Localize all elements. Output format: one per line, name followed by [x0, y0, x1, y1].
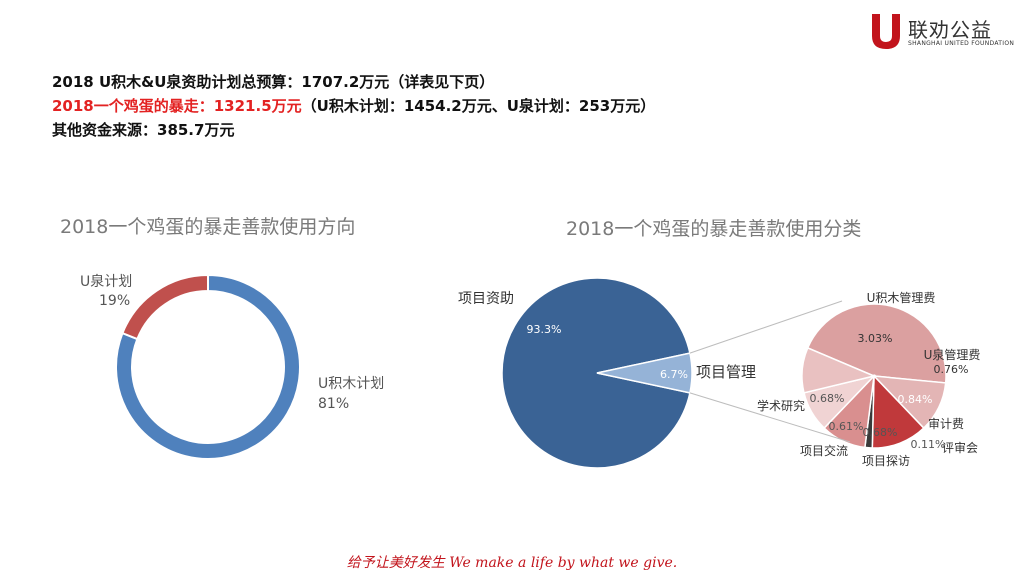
breakdown-slice-1: [806, 303, 947, 384]
pie-value-2: 6.7%: [660, 368, 688, 381]
pie-value-1: 93.3%: [527, 323, 562, 336]
summary-line-walk: 2018一个鸡蛋的暴走：1321.5万元（U积木计划：1454.2万元、U泉计划…: [52, 94, 655, 118]
donut-segment-1: [115, 273, 301, 460]
donut-label-1: U积木计划: [318, 376, 384, 392]
breakdown-value-4: 0.11%: [911, 438, 946, 451]
left-chart-title: 2018一个鸡蛋的暴走善款使用方向: [60, 216, 356, 238]
breakdown-value-1: 3.03%: [858, 332, 893, 345]
summary-line-total: 2018 U积木&U泉资助计划总预算：1707.2万元（详表见下页）: [52, 73, 495, 91]
breakdown-label-6: 项目交流: [800, 443, 848, 458]
summary-line-other: 其他资金来源：385.7万元: [52, 121, 235, 139]
summary-walk-breakdown: （U积木计划：1454.2万元、U泉计划：253万元）: [301, 97, 656, 115]
summary-walk-total: 2018一个鸡蛋的暴走：1321.5万元: [52, 97, 302, 115]
breakdown-slice-7: [801, 346, 877, 394]
logo-subtitle: SHANGHAI UNITED FOUNDATION: [908, 40, 1015, 47]
u-logo-icon: [872, 14, 900, 49]
breakdown-value-2: 0.76%: [934, 363, 969, 376]
pie-slice-1: [501, 277, 691, 469]
logo-name: 联劝公益: [908, 18, 992, 42]
foundation-logo: 联劝公益 SHANGHAI UNITED FOUNDATION: [870, 12, 1020, 52]
breakdown-label-3: 审计费: [928, 416, 964, 431]
slogan: 给予让美好发生 We make a life by what we give.: [346, 555, 678, 571]
donut-label-2: U泉计划: [80, 273, 132, 290]
budget-summary: 2018 U积木&U泉资助计划总预算：1707.2万元（详表见下页） 2018一…: [52, 70, 655, 142]
donut-value-1: 81%: [318, 396, 349, 412]
donut-value-2: 19%: [99, 293, 130, 309]
breakdown-value-3: 0.84%: [898, 393, 933, 406]
breakdown-label-5: 项目探访: [862, 454, 910, 468]
breakdown-label-1: U积木管理费: [867, 290, 936, 305]
breakdown-label-4: 评审会: [942, 440, 978, 455]
breakdown-value-5: 0.68%: [863, 426, 898, 439]
breakdown-value-6: 0.61%: [829, 420, 864, 433]
pie-slice-2: [596, 352, 693, 394]
breakdown-label-2: U泉管理费: [924, 347, 981, 362]
right-chart-title: 2018一个鸡蛋的暴走善款使用分类: [566, 218, 862, 240]
donut-segment-2: [121, 273, 209, 341]
connector-line-top: [689, 300, 843, 354]
breakdown-label-7: 学术研究: [757, 398, 805, 413]
pie-label-1: 项目资助: [458, 291, 514, 307]
connector-line-bottom: [689, 392, 851, 443]
breakdown-slice-3: [871, 374, 925, 449]
breakdown-value-7: 0.68%: [810, 392, 845, 405]
pie-label-2: 项目管理: [696, 363, 756, 381]
